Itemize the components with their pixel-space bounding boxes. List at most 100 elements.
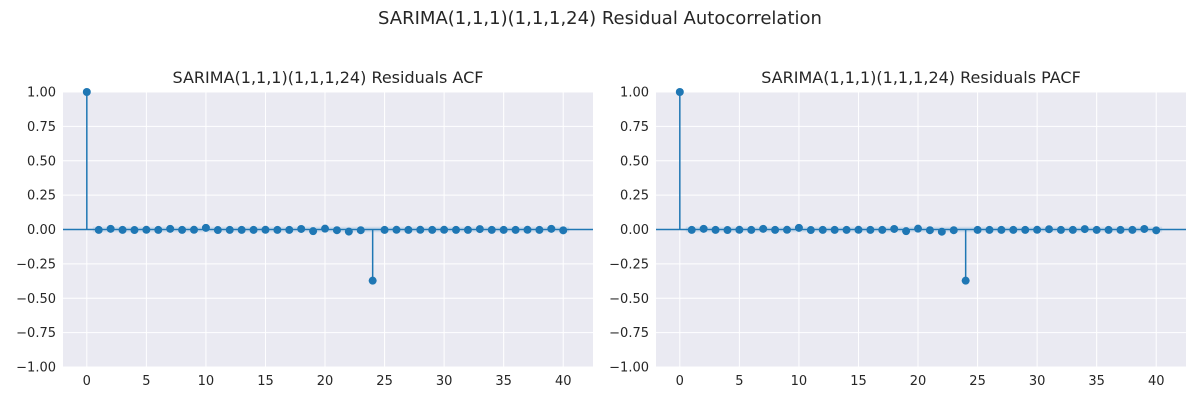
pacf-y-tick-label: −0.25 xyxy=(609,257,649,272)
acf-point xyxy=(368,276,377,285)
pacf-point xyxy=(794,223,803,232)
pacf-title: SARIMA(1,1,1)(1,1,1,24) Residuals PACF xyxy=(761,68,1081,87)
acf-point xyxy=(487,225,496,234)
pacf-point xyxy=(1068,225,1077,234)
pacf-point xyxy=(1009,225,1018,234)
acf-point xyxy=(309,227,318,236)
pacf-y-tick-label: 1.00 xyxy=(620,86,649,101)
pacf-point xyxy=(1092,225,1101,234)
acf-point xyxy=(547,224,556,233)
acf-point xyxy=(142,225,151,234)
pacf-x-tick-label: 10 xyxy=(791,374,808,389)
acf-y-tick-label: 0.25 xyxy=(27,189,56,204)
pacf-point xyxy=(1080,225,1089,234)
acf-y-tick-label: −0.25 xyxy=(16,257,56,272)
acf-point xyxy=(225,225,234,234)
acf-point xyxy=(440,225,449,234)
pacf-point xyxy=(747,225,756,234)
acf-x-tick-label: 35 xyxy=(495,374,512,389)
acf-y-tick-label: −1.00 xyxy=(16,361,56,376)
pacf-point xyxy=(1056,225,1065,234)
pacf-y-tick-label: 0.25 xyxy=(620,189,649,204)
acf-point xyxy=(82,88,91,96)
acf-title: SARIMA(1,1,1)(1,1,1,24) Residuals ACF xyxy=(173,68,484,87)
pacf-point xyxy=(1021,225,1030,234)
pacf-x-tick-label: 20 xyxy=(910,374,927,389)
acf-point xyxy=(249,225,258,234)
acf-markers xyxy=(82,88,568,285)
acf-y-tick-label: 0.50 xyxy=(27,154,56,169)
pacf-y-tick-label: 0.00 xyxy=(620,223,649,238)
acf-x-tick-label: 25 xyxy=(376,374,393,389)
pacf-point xyxy=(806,226,815,235)
acf-point xyxy=(118,225,127,234)
pacf-y-tick-label: −0.75 xyxy=(609,326,649,341)
pacf-panel: 0 5 10 15 20 25 30 35 40 1.00 0.75 0.50 0.25 0.00 −0.… xyxy=(609,68,1186,389)
acf-point xyxy=(178,225,187,234)
pacf-point xyxy=(985,225,994,234)
acf-point xyxy=(463,225,472,234)
pacf-point xyxy=(735,225,744,234)
acf-point xyxy=(94,225,103,234)
acf-point xyxy=(559,226,568,235)
pacf-point xyxy=(902,227,911,236)
acf-x-tick-label: 5 xyxy=(142,374,150,389)
acf-x-tick-label: 0 xyxy=(83,374,91,389)
pacf-point xyxy=(783,225,792,234)
pacf-point xyxy=(1033,225,1042,234)
pacf-point xyxy=(1128,225,1137,234)
pacf-y-tick-labels: 1.00 0.75 0.50 0.25 0.00 −0.25 −0.50 −0.75 −1.00 xyxy=(609,86,649,376)
acf-x-tick-labels: 0 5 10 15 20 25 30 35 40 xyxy=(83,374,572,389)
acf-point xyxy=(285,225,294,234)
pacf-point xyxy=(973,225,982,234)
acf-point xyxy=(452,225,461,234)
pacf-x-tick-label: 15 xyxy=(850,374,867,389)
pacf-x-tick-label: 40 xyxy=(1148,374,1165,389)
acf-point xyxy=(261,225,270,234)
pacf-x-tick-label: 5 xyxy=(735,374,743,389)
pacf-x-tick-label: 0 xyxy=(676,374,684,389)
acf-x-tick-label: 40 xyxy=(555,374,572,389)
figure-title: SARIMA(1,1,1)(1,1,1,24) Residual Autocor… xyxy=(378,8,822,29)
pacf-point xyxy=(1152,226,1161,235)
acf-point xyxy=(511,225,520,234)
pacf-x-tick-label: 35 xyxy=(1088,374,1105,389)
pacf-point xyxy=(854,225,863,234)
acf-point xyxy=(475,225,484,234)
acf-y-tick-label: −0.75 xyxy=(16,326,56,341)
pacf-point xyxy=(914,224,923,233)
pacf-point xyxy=(949,226,958,235)
pacf-point xyxy=(1140,224,1149,233)
pacf-x-tick-label: 30 xyxy=(1029,374,1046,389)
acf-point xyxy=(190,225,199,234)
acf-x-tick-label: 20 xyxy=(317,374,334,389)
pacf-point xyxy=(1104,225,1113,234)
acf-point xyxy=(273,225,282,234)
pacf-point xyxy=(1116,225,1125,234)
acf-point xyxy=(404,225,413,234)
acf-point xyxy=(321,224,330,233)
acf-point xyxy=(154,225,163,234)
acf-x-tick-label: 10 xyxy=(198,374,215,389)
pacf-point xyxy=(759,224,768,233)
acf-point xyxy=(535,225,544,234)
acf-point xyxy=(166,224,175,233)
pacf-point xyxy=(1045,225,1054,234)
acf-y-tick-label: 1.00 xyxy=(27,86,56,101)
acf-point xyxy=(201,223,210,232)
pacf-point xyxy=(723,226,732,235)
pacf-y-tick-label: −0.50 xyxy=(609,292,649,307)
pacf-point xyxy=(937,227,946,236)
acf-y-tick-label: 0.00 xyxy=(27,223,56,238)
acf-point xyxy=(344,227,353,236)
pacf-x-tick-label: 25 xyxy=(969,374,986,389)
acf-point xyxy=(297,224,306,233)
pacf-point xyxy=(699,224,708,233)
pacf-point xyxy=(997,225,1006,234)
acf-x-tick-label: 30 xyxy=(436,374,453,389)
acf-x-tick-label: 15 xyxy=(257,374,274,389)
pacf-point xyxy=(687,225,696,234)
acf-point xyxy=(416,225,425,234)
acf-point xyxy=(106,224,115,233)
